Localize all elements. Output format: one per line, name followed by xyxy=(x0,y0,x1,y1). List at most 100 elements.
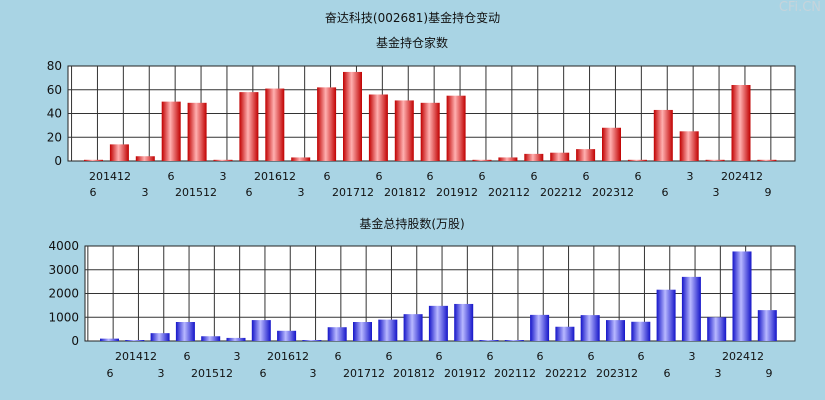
bar xyxy=(602,127,621,161)
bar xyxy=(681,276,701,341)
x-tick-label: 3 xyxy=(142,186,149,199)
bar xyxy=(679,131,699,161)
y-tick-label: 20 xyxy=(47,130,62,144)
bar xyxy=(327,327,347,341)
bar xyxy=(631,321,651,341)
bar xyxy=(472,159,492,161)
bar xyxy=(550,152,570,161)
bar xyxy=(504,340,524,341)
bar xyxy=(368,94,388,161)
y-tick-label: 3000 xyxy=(48,263,79,277)
x-tick-label: 6 xyxy=(386,350,393,363)
chart-title: 基金总持股数(万股) xyxy=(359,216,464,231)
x-tick-label: 201412 xyxy=(89,170,131,183)
x-tick-label: 201512 xyxy=(175,186,217,199)
bar xyxy=(378,319,398,341)
x-tick-label: 201412 xyxy=(115,350,157,363)
y-tick-label: 0 xyxy=(71,334,79,348)
x-tick-label: 3 xyxy=(689,350,696,363)
bar xyxy=(251,320,271,341)
bar xyxy=(84,159,103,161)
x-tick-label: 6 xyxy=(184,350,191,363)
bar xyxy=(524,153,544,161)
x-tick-label: 201512 xyxy=(191,367,233,380)
x-tick-label: 6 xyxy=(335,350,342,363)
bar xyxy=(731,85,751,161)
x-tick-label: 6 xyxy=(537,350,544,363)
bar xyxy=(653,109,673,161)
x-tick-label: 201912 xyxy=(444,367,486,380)
bar xyxy=(705,159,725,161)
bar xyxy=(498,157,518,161)
bar xyxy=(446,95,466,161)
x-tick-label: 202312 xyxy=(596,367,638,380)
bar xyxy=(757,310,777,341)
x-tick-label: 6 xyxy=(436,350,443,363)
x-tick-label: 6 xyxy=(588,350,595,363)
x-tick-label: 3 xyxy=(310,367,317,380)
y-tick-label: 60 xyxy=(47,83,62,97)
bar xyxy=(343,71,362,161)
x-tick-label: 6 xyxy=(662,186,669,199)
x-tick-label: 6 xyxy=(638,350,645,363)
x-tick-label: 6 xyxy=(90,186,97,199)
bar xyxy=(291,157,311,161)
x-tick-label: 6 xyxy=(324,170,331,183)
bar xyxy=(707,317,727,341)
x-tick-label: 6 xyxy=(427,170,434,183)
bar xyxy=(420,102,440,161)
bar xyxy=(394,100,414,161)
chart-title: 基金持仓家数 xyxy=(376,35,448,50)
page-title: 奋达科技(002681)基金持仓变动 xyxy=(324,11,501,25)
bar xyxy=(265,88,285,161)
bar xyxy=(580,315,600,341)
bar xyxy=(125,340,145,341)
y-tick-label: 4000 xyxy=(48,239,79,253)
bar xyxy=(606,320,625,341)
y-tick-label: 1000 xyxy=(48,310,79,324)
y-tick-label: 40 xyxy=(47,107,62,121)
x-tick-label: 6 xyxy=(635,170,642,183)
x-tick-label: 6 xyxy=(531,170,538,183)
bar xyxy=(109,144,129,161)
bar xyxy=(576,149,596,161)
x-tick-label: 6 xyxy=(168,170,175,183)
x-tick-label: 6 xyxy=(583,170,590,183)
x-tick-label: 6 xyxy=(260,367,267,380)
x-tick-label: 201712 xyxy=(343,367,385,380)
bar xyxy=(317,87,337,161)
bar xyxy=(656,289,676,341)
bar xyxy=(187,102,207,161)
x-tick-label: 3 xyxy=(715,367,722,380)
bar xyxy=(530,314,550,341)
x-tick-label: 6 xyxy=(107,367,114,380)
x-tick-label: 202212 xyxy=(545,367,587,380)
x-tick-label: 201812 xyxy=(393,367,435,380)
bar xyxy=(213,159,233,161)
x-tick-label: 3 xyxy=(234,350,241,363)
bar xyxy=(732,251,752,341)
bar xyxy=(428,305,448,341)
x-tick-label: 3 xyxy=(158,367,165,380)
x-tick-label: 202412 xyxy=(721,170,763,183)
bar xyxy=(454,303,474,341)
bar xyxy=(555,326,575,341)
bar xyxy=(100,338,119,341)
x-tick-label: 6 xyxy=(664,367,671,380)
bar xyxy=(302,340,322,341)
bar xyxy=(403,314,423,341)
bar xyxy=(277,330,297,341)
bar xyxy=(175,322,195,341)
x-tick-label: 6 xyxy=(246,186,253,199)
bar xyxy=(135,156,155,161)
bar xyxy=(757,159,777,161)
x-tick-label: 3 xyxy=(713,186,720,199)
x-tick-label: 6 xyxy=(487,350,494,363)
x-tick-label: 202112 xyxy=(488,186,530,199)
x-tick-label: 6 xyxy=(479,170,486,183)
y-tick-label: 2000 xyxy=(48,287,79,301)
x-tick-label: 202312 xyxy=(592,186,634,199)
y-tick-label: 0 xyxy=(54,154,62,168)
x-tick-label: 6 xyxy=(376,170,383,183)
